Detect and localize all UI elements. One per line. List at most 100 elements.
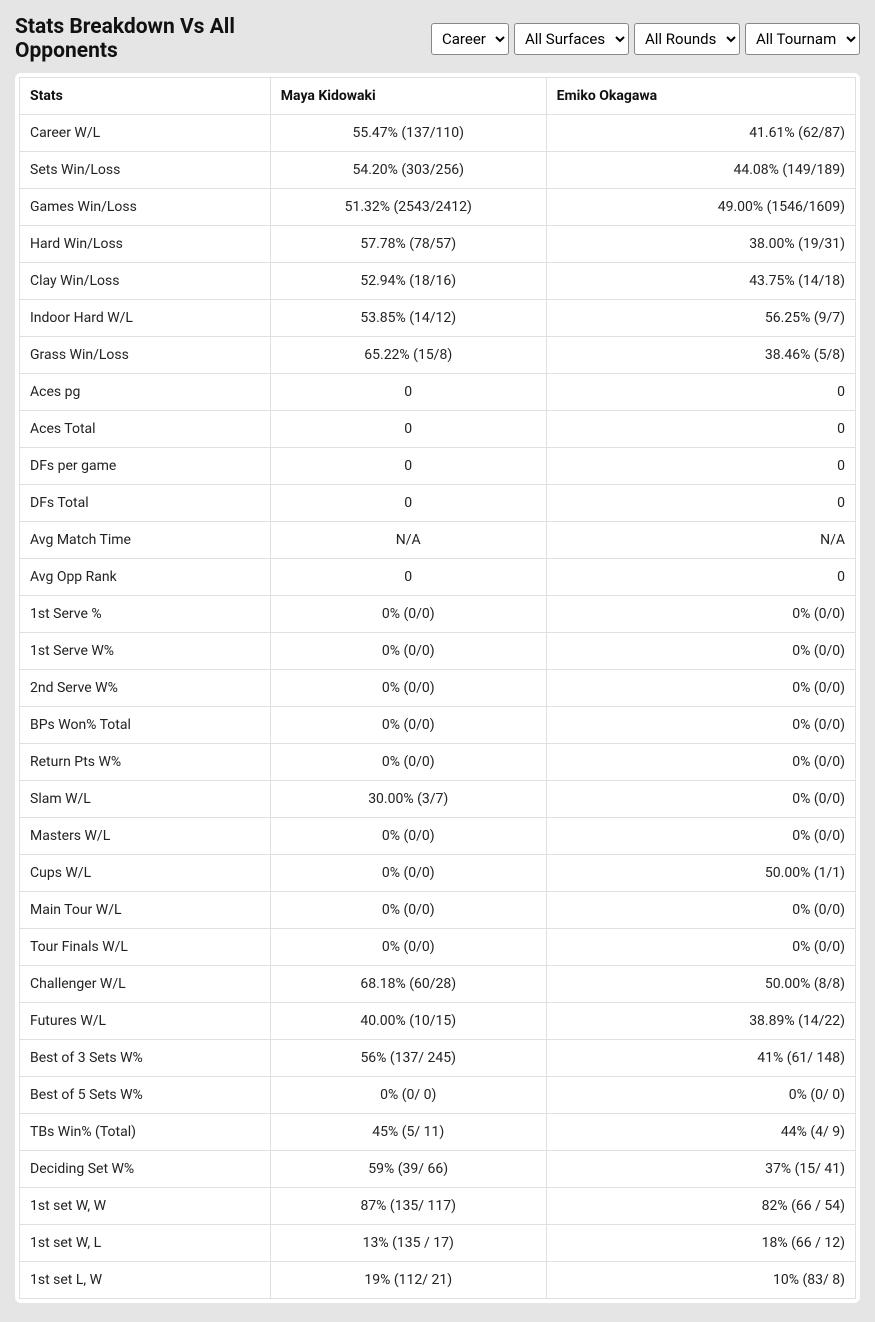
stat-label: Cups W/L xyxy=(20,855,271,892)
stat-value-player1: 0% (0/0) xyxy=(270,596,546,633)
table-row: 1st set L, W19% (112/ 21)10% (83/ 8) xyxy=(20,1262,856,1299)
table-header-row: Stats Maya Kidowaki Emiko Okagawa xyxy=(20,78,856,115)
stat-value-player1: 0% (0/0) xyxy=(270,929,546,966)
stat-value-player2: 38.00% (19/31) xyxy=(546,226,855,263)
table-row: BPs Won% Total0% (0/0)0% (0/0) xyxy=(20,707,856,744)
stat-value-player2: 0% (0/0) xyxy=(546,818,855,855)
stat-label: Challenger W/L xyxy=(20,966,271,1003)
stat-label: Slam W/L xyxy=(20,781,271,818)
stat-label: Grass Win/Loss xyxy=(20,337,271,374)
stat-value-player1: 0 xyxy=(270,448,546,485)
stat-label: Masters W/L xyxy=(20,818,271,855)
filter-tournaments-select[interactable]: All Tournaments xyxy=(745,23,860,55)
stat-value-player1: 65.22% (15/8) xyxy=(270,337,546,374)
table-row: Games Win/Loss51.32% (2543/2412)49.00% (… xyxy=(20,189,856,226)
table-row: DFs per game00 xyxy=(20,448,856,485)
stat-value-player2: 50.00% (8/8) xyxy=(546,966,855,1003)
stat-value-player2: 0 xyxy=(546,374,855,411)
table-row: Clay Win/Loss52.94% (18/16)43.75% (14/18… xyxy=(20,263,856,300)
table-row: Career W/L55.47% (137/110)41.61% (62/87) xyxy=(20,115,856,152)
stat-value-player1: 0 xyxy=(270,559,546,596)
table-row: 1st set W, W87% (135/ 117)82% (66 / 54) xyxy=(20,1188,856,1225)
stat-label: 1st Serve % xyxy=(20,596,271,633)
table-row: Indoor Hard W/L53.85% (14/12)56.25% (9/7… xyxy=(20,300,856,337)
stat-label: Career W/L xyxy=(20,115,271,152)
stat-value-player1: 57.78% (78/57) xyxy=(270,226,546,263)
stat-value-player2: 0% (0/ 0) xyxy=(546,1077,855,1114)
table-row: Challenger W/L68.18% (60/28)50.00% (8/8) xyxy=(20,966,856,1003)
stat-value-player1: 0 xyxy=(270,374,546,411)
stat-label: DFs Total xyxy=(20,485,271,522)
stat-label: Clay Win/Loss xyxy=(20,263,271,300)
stat-label: Hard Win/Loss xyxy=(20,226,271,263)
stat-value-player2: 0 xyxy=(546,411,855,448)
stat-label: 1st set W, W xyxy=(20,1188,271,1225)
stat-label: Avg Match Time xyxy=(20,522,271,559)
stat-value-player1: 0% (0/0) xyxy=(270,670,546,707)
stat-value-player2: 44.08% (149/189) xyxy=(546,152,855,189)
stat-value-player2: 49.00% (1546/1609) xyxy=(546,189,855,226)
stat-value-player1: 0% (0/0) xyxy=(270,892,546,929)
stats-table-container: Stats Maya Kidowaki Emiko Okagawa Career… xyxy=(15,73,860,1303)
stat-value-player1: 0 xyxy=(270,485,546,522)
stat-value-player1: 87% (135/ 117) xyxy=(270,1188,546,1225)
stat-value-player2: 50.00% (1/1) xyxy=(546,855,855,892)
stat-value-player2: 0 xyxy=(546,485,855,522)
table-row: Main Tour W/L0% (0/0)0% (0/0) xyxy=(20,892,856,929)
stat-value-player2: 43.75% (14/18) xyxy=(546,263,855,300)
page-title: Stats Breakdown Vs All Opponents xyxy=(15,15,335,63)
stat-value-player2: 41% (61/ 148) xyxy=(546,1040,855,1077)
stat-value-player2: 0 xyxy=(546,559,855,596)
table-row: 2nd Serve W%0% (0/0)0% (0/0) xyxy=(20,670,856,707)
stat-value-player2: 0% (0/0) xyxy=(546,781,855,818)
stat-label: TBs Win% (Total) xyxy=(20,1114,271,1151)
stat-value-player1: 0% (0/0) xyxy=(270,855,546,892)
filters-bar: Career All Surfaces All Rounds All Tourn… xyxy=(431,23,860,55)
stat-value-player1: 40.00% (10/15) xyxy=(270,1003,546,1040)
stat-value-player2: 38.46% (5/8) xyxy=(546,337,855,374)
table-row: Return Pts W%0% (0/0)0% (0/0) xyxy=(20,744,856,781)
table-row: 1st set W, L13% (135 / 17)18% (66 / 12) xyxy=(20,1225,856,1262)
stat-label: 2nd Serve W% xyxy=(20,670,271,707)
col-header-player1: Maya Kidowaki xyxy=(270,78,546,115)
stat-label: Aces pg xyxy=(20,374,271,411)
stat-value-player2: 56.25% (9/7) xyxy=(546,300,855,337)
stat-label: DFs per game xyxy=(20,448,271,485)
stat-value-player2: 0% (0/0) xyxy=(546,596,855,633)
stat-value-player1: 54.20% (303/256) xyxy=(270,152,546,189)
stat-label: BPs Won% Total xyxy=(20,707,271,744)
stat-value-player2: 82% (66 / 54) xyxy=(546,1188,855,1225)
stat-value-player2: 0% (0/0) xyxy=(546,892,855,929)
stat-value-player1: 55.47% (137/110) xyxy=(270,115,546,152)
table-row: Sets Win/Loss54.20% (303/256)44.08% (149… xyxy=(20,152,856,189)
table-row: Avg Opp Rank00 xyxy=(20,559,856,596)
stat-value-player1: 45% (5/ 11) xyxy=(270,1114,546,1151)
table-row: Cups W/L0% (0/0)50.00% (1/1) xyxy=(20,855,856,892)
filter-career-select[interactable]: Career xyxy=(431,23,509,55)
stat-value-player1: 19% (112/ 21) xyxy=(270,1262,546,1299)
table-row: Aces pg00 xyxy=(20,374,856,411)
table-row: Best of 5 Sets W%0% (0/ 0)0% (0/ 0) xyxy=(20,1077,856,1114)
stat-value-player1: 52.94% (18/16) xyxy=(270,263,546,300)
filter-rounds-select[interactable]: All Rounds xyxy=(634,23,740,55)
col-header-player2: Emiko Okagawa xyxy=(546,78,855,115)
table-row: Avg Match TimeN/AN/A xyxy=(20,522,856,559)
table-row: TBs Win% (Total)45% (5/ 11)44% (4/ 9) xyxy=(20,1114,856,1151)
stat-value-player2: 41.61% (62/87) xyxy=(546,115,855,152)
stats-table: Stats Maya Kidowaki Emiko Okagawa Career… xyxy=(19,77,856,1299)
stat-value-player2: 0 xyxy=(546,448,855,485)
stat-label: Tour Finals W/L xyxy=(20,929,271,966)
stat-value-player2: 10% (83/ 8) xyxy=(546,1262,855,1299)
stat-value-player1: 30.00% (3/7) xyxy=(270,781,546,818)
table-row: 1st Serve W%0% (0/0)0% (0/0) xyxy=(20,633,856,670)
stat-value-player1: 0% (0/ 0) xyxy=(270,1077,546,1114)
table-row: Hard Win/Loss57.78% (78/57)38.00% (19/31… xyxy=(20,226,856,263)
stat-value-player1: 0 xyxy=(270,411,546,448)
stat-label: Indoor Hard W/L xyxy=(20,300,271,337)
table-row: Tour Finals W/L0% (0/0)0% (0/0) xyxy=(20,929,856,966)
stat-label: Deciding Set W% xyxy=(20,1151,271,1188)
stat-value-player1: 68.18% (60/28) xyxy=(270,966,546,1003)
stat-value-player2: 0% (0/0) xyxy=(546,707,855,744)
filter-surface-select[interactable]: All Surfaces xyxy=(514,23,629,55)
stat-value-player1: 53.85% (14/12) xyxy=(270,300,546,337)
